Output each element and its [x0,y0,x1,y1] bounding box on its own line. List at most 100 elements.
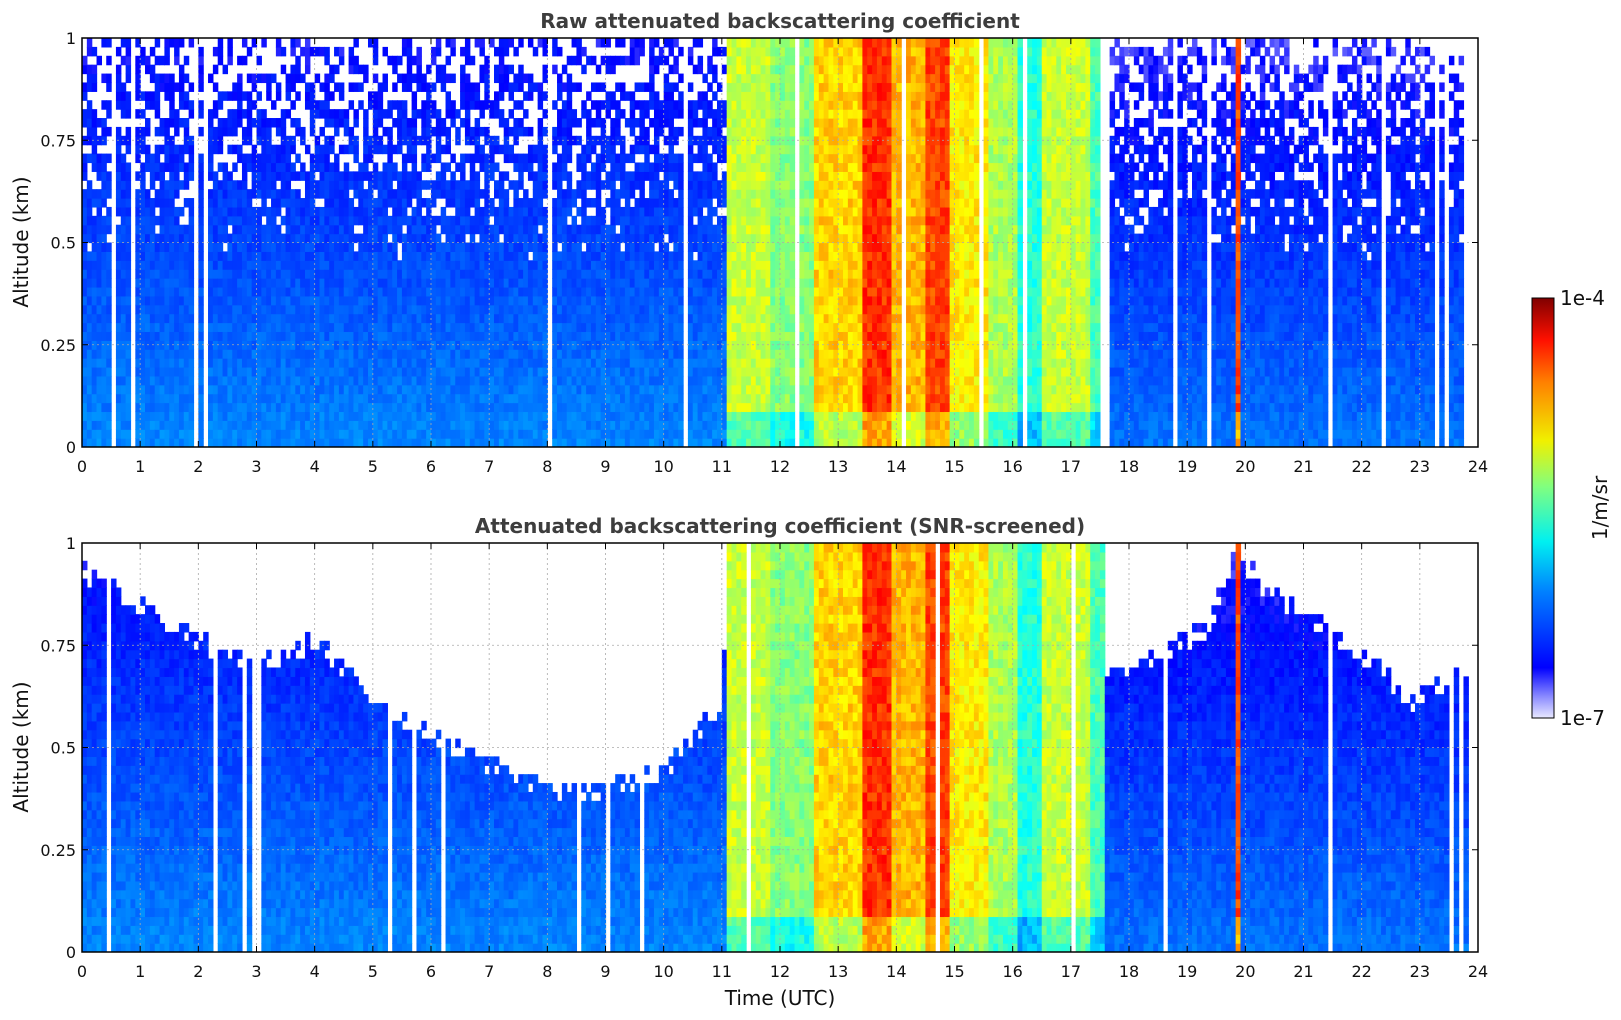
heatmap-cell [241,91,248,101]
heatmap-cell [450,420,456,430]
heatmap-cell [673,260,679,270]
heatmap-cell [348,206,355,217]
heatmap-cell [343,429,350,439]
heatmap-cell [431,224,437,235]
heatmap-cell [460,242,466,252]
heatmap-cell [145,286,151,297]
heatmap-cell [377,340,384,350]
heatmap-cell [445,180,451,190]
heatmap-cell [406,55,413,66]
heatmap-cell [372,322,379,333]
heatmap-cell [450,73,456,84]
heatmap-cell [96,411,102,421]
heatmap-cell [421,402,427,413]
heatmap-cell [86,340,93,350]
heatmap-cell [552,242,558,252]
heatmap-cell [624,215,631,226]
heatmap-cell [513,420,519,430]
heatmap-cell [358,189,364,199]
heatmap-cell [678,100,684,110]
heatmap-cell [464,189,471,199]
heatmap-cell [174,233,180,244]
heatmap-cell [620,402,626,413]
heatmap-cell [82,393,88,404]
heatmap-cell [271,322,277,333]
heatmap-cell [174,38,180,48]
heatmap-cell [169,135,175,146]
heatmap-cell [300,295,306,306]
heatmap-cell [377,313,384,324]
heatmap-cell [426,411,432,421]
heatmap-cell [639,82,645,92]
heatmap-cell [198,242,204,252]
heatmap-cell [319,46,325,57]
heatmap-cell [615,233,621,244]
heatmap-cell [460,82,466,92]
heatmap-cell [455,358,461,368]
heatmap-cell [198,206,204,217]
heatmap-cell [188,144,195,155]
heatmap-cell [314,269,321,279]
heatmap-cell [382,224,388,235]
heatmap-cell [445,393,451,404]
heatmap-cell [246,375,253,386]
heatmap-cell [523,366,529,377]
heatmap-cell [309,349,316,359]
heatmap-cell [411,340,418,350]
heatmap-cell [382,206,388,217]
heatmap-cell [426,260,432,270]
heatmap-cell [469,420,476,430]
heatmap-cell [251,375,258,386]
heatmap-cell [188,286,195,297]
heatmap-cell [416,420,422,430]
heatmap-cell [610,429,616,439]
heatmap-cell [411,224,418,235]
heatmap-cell [561,366,568,377]
heatmap-cell [401,322,408,333]
heatmap-cell [678,331,684,341]
heatmap-cell [290,420,296,430]
heatmap-cell [358,340,364,350]
heatmap-cell [174,375,180,386]
heatmap-cell [367,215,374,226]
heatmap-cell [106,126,112,137]
heatmap-cell [561,429,568,439]
heatmap-cell [702,135,708,146]
heatmap-cell [620,313,626,324]
heatmap-cell [668,135,674,146]
heatmap-cell [324,91,330,101]
heatmap-cell [620,322,626,333]
heatmap-cell [314,233,321,244]
heatmap-cell [600,153,607,164]
heatmap-cell [440,162,447,172]
heatmap-cell [484,82,490,92]
heatmap-cell [174,171,180,181]
heatmap-cell [658,438,665,447]
heatmap-cell [716,304,723,315]
heatmap-cell [120,375,127,386]
heatmap-cell [692,349,699,359]
heatmap-cell [169,100,175,110]
heatmap-cell [726,206,733,217]
heatmap-cell [222,251,229,261]
heatmap-cell [673,55,679,66]
heatmap-cell [663,55,670,66]
heatmap-cell [731,73,737,84]
heatmap-cell [295,118,301,128]
heatmap-cell [692,153,699,164]
heatmap-cell [154,82,161,92]
heatmap-cell [716,278,723,288]
heatmap-cell [721,340,728,350]
heatmap-cell [397,384,403,395]
heatmap-cell [498,322,505,333]
heatmap-cell [82,109,88,119]
heatmap-cell [397,171,403,181]
heatmap-cell [178,162,185,172]
heatmap-cell [435,109,442,119]
heatmap-cell [697,402,704,413]
heatmap-cell [479,420,485,430]
heatmap-cell [658,118,665,128]
heatmap-cell [716,126,723,137]
heatmap-cell [455,438,461,447]
heatmap-cell [557,358,563,368]
